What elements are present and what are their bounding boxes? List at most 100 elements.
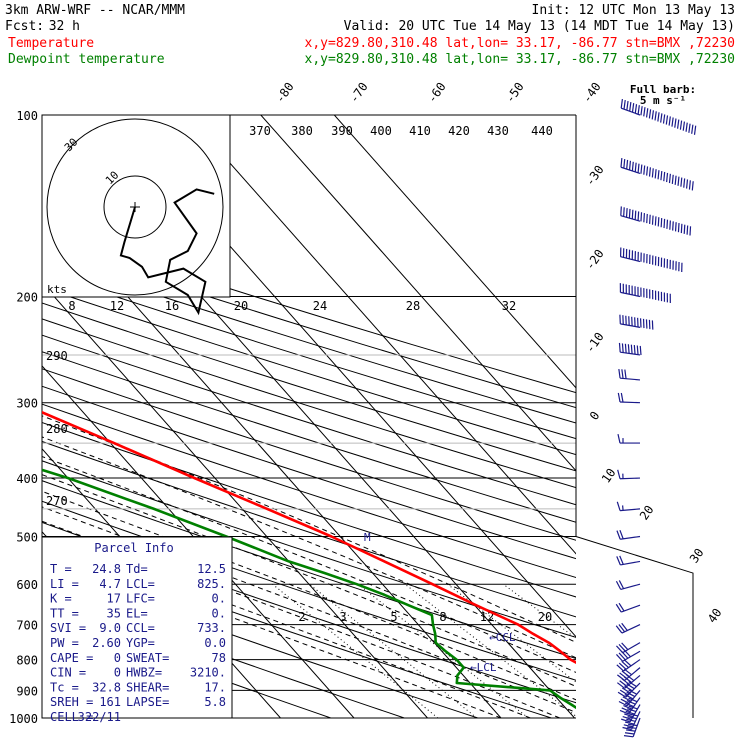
wind-barb: [616, 642, 641, 654]
wind-barb: [618, 689, 641, 707]
speed-axis-label: 24: [313, 299, 327, 313]
parcel-label: YGP=: [126, 636, 155, 650]
theta-label: 380: [291, 124, 313, 138]
temperature-location: x,y=829.80,310.48 lat,lon= 33.17, -86.77…: [305, 36, 735, 51]
parcel-label: CELL =: [50, 710, 93, 724]
wind-barb: [619, 697, 641, 715]
parcel-label: CIN =: [50, 666, 86, 680]
dry-adiabat: [42, 480, 576, 660]
barb-legend-units: 5 m s⁻¹: [640, 94, 686, 107]
wind-barb: [616, 649, 641, 662]
parcel-row: Tc = 32.8 SHEAR= 17.: [50, 680, 226, 694]
parcel-value: 9.0: [99, 621, 121, 635]
parcel-label: HWBZ=: [126, 666, 162, 680]
parcel-value: 12.5: [197, 562, 226, 576]
parcel-label: K =: [50, 592, 72, 606]
isotherm-label: -50: [503, 80, 527, 106]
mixing-ratio-label: 2: [298, 610, 305, 624]
ccl-marker: ←CCL: [489, 631, 516, 644]
isotherm-label: -30: [583, 163, 607, 189]
wind-barb: [619, 314, 654, 330]
annotations: ←CCL ←LCL M: [364, 531, 516, 674]
lcl-marker: ←LCL: [470, 661, 497, 674]
dry-adiabat: [42, 421, 576, 598]
theta-label: 410: [409, 124, 431, 138]
parcel-label: CAPE =: [50, 651, 93, 665]
parcel-label: LCL=: [126, 577, 155, 591]
wind-barb: [616, 530, 641, 540]
parcel-value: 161: [99, 695, 121, 709]
barb-legend-title: Full barb:: [630, 83, 696, 96]
parcel-value: 733.: [197, 621, 226, 635]
parcel-value: 35: [107, 606, 121, 620]
theta-label: 370: [249, 124, 271, 138]
parcel-row: T = 24.8 Td= 12.5: [50, 562, 226, 576]
hodograph-ring-30: [46, 118, 224, 296]
theta-label: 420: [448, 124, 470, 138]
mixing-ratio-line: [404, 583, 576, 717]
pressure-label: 300: [16, 397, 38, 411]
parcel-label: CCL=: [126, 621, 155, 635]
hodograph-ring-10: [103, 175, 167, 239]
parcel-info-title: Parcel Info: [94, 541, 173, 555]
isotherm-line: [260, 115, 576, 472]
mixing-ratio-label: 12: [480, 610, 494, 624]
parcel-value: 4.7: [99, 577, 121, 591]
parcel-row: CIN = 0 HWBZ= 3210.: [50, 666, 226, 680]
parcel-value: 825.: [197, 577, 226, 591]
mixing-ratio-label: 3: [339, 610, 346, 624]
speed-axis-label: 8: [68, 299, 75, 313]
dewpoint-line: [42, 468, 576, 710]
parcel-row: CAPE = 0 SWEAT= 78: [50, 651, 226, 665]
parcel-row: PW = 2.60 YGP= 0.0: [50, 636, 226, 650]
isotherm-label: 10: [599, 466, 619, 486]
wind-barb: [617, 469, 641, 480]
dry-adiabat: [42, 460, 576, 638]
mixing-ratio-label: 5: [390, 610, 397, 624]
isotherm-label: -20: [583, 247, 607, 273]
wind-barb: [620, 158, 694, 191]
isotherm-label: -80: [273, 80, 297, 106]
wind-barb: [616, 501, 641, 512]
parcel-label: TT =: [50, 606, 79, 620]
hodograph-box: [41, 114, 231, 298]
mixing-ratio-line: [357, 583, 529, 718]
parcel-row: LI = 4.7 LCL= 825.: [50, 577, 226, 591]
parcel-row: SVI = 9.0 CCL= 733.: [50, 621, 226, 635]
dry-adiabat: [42, 566, 478, 718]
wind-barb: [620, 206, 692, 236]
pressure-label: 600: [16, 578, 38, 592]
wind-barb: [617, 392, 641, 404]
parcel-label: LAPSE=: [126, 695, 169, 709]
theta-label: 400: [370, 124, 392, 138]
wind-barb: [616, 555, 641, 566]
parcel-value: 24.8: [92, 562, 121, 576]
wind-barb: [620, 98, 697, 135]
parcel-value: 0.: [212, 606, 226, 620]
parcel-value: 78: [212, 651, 226, 665]
pressure-label: 400: [16, 472, 38, 486]
parcel-value: 3210.: [190, 666, 226, 680]
parcel-label: T =: [50, 562, 72, 576]
mixing-ratio-labels: 2 3 5 8 12 20: [298, 610, 552, 624]
parcel-value: 17.: [204, 680, 226, 694]
pressure-label: 200: [16, 291, 38, 305]
parcel-value: 0: [114, 666, 121, 680]
isotherm-label: 40: [705, 606, 725, 626]
parcel-value: 0: [114, 651, 121, 665]
parcel-label: SVI =: [50, 621, 86, 635]
pressure-label: 700: [16, 619, 38, 633]
speed-axis-label: 16: [165, 299, 179, 313]
mixing-ratio-line: [503, 583, 576, 640]
dry-adiabat: [42, 403, 576, 579]
mixing-ratio-label: 8: [439, 610, 446, 624]
model-title: 3km ARW-WRF -- NCAR/MMM: [5, 3, 185, 18]
wind-barb: [618, 368, 641, 381]
parcel-value: 5.8: [204, 695, 226, 709]
pressure-label: 900: [16, 684, 38, 698]
speed-axis-label: 12: [110, 299, 124, 313]
isotherm-label: 20: [637, 503, 657, 523]
init-time: Init: 12 UTC Mon 13 May 13: [532, 3, 736, 18]
level-marker: M: [364, 531, 371, 544]
parcel-row: SREH = 161 LAPSE= 5.8: [50, 695, 226, 709]
